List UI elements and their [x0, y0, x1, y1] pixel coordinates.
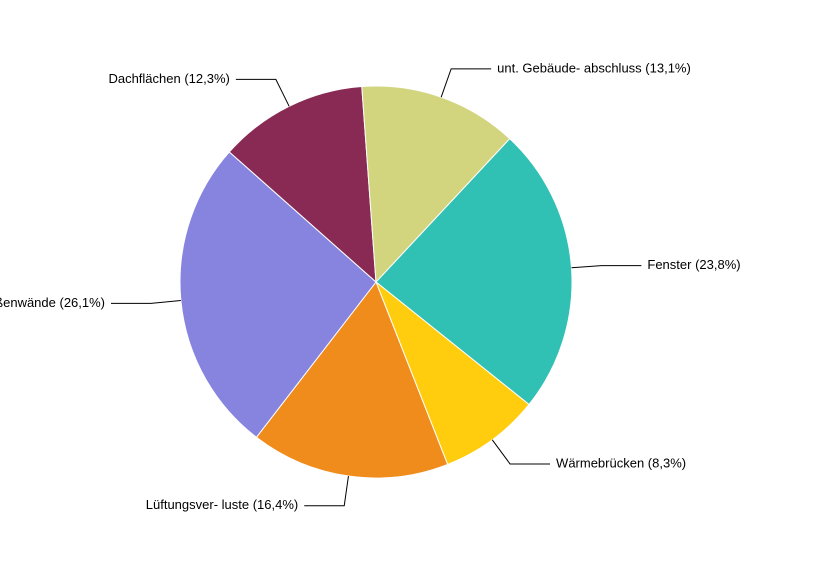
slice-label: Außenwände (26,1%): [0, 295, 105, 310]
heat-loss-pie-chart: Fenster (23,8%) Wärmebrücken (8,3%) Lüftun…: [0, 0, 814, 576]
leader-line: [304, 476, 348, 506]
slice-label: unt. Gebäude- abschluss (13,1%): [497, 60, 691, 75]
slice-label: Dachflächen (12,3%): [108, 71, 229, 86]
leader-line: [111, 301, 181, 304]
slice-label: Wärmebrücken (8,3%): [556, 455, 686, 470]
leader-line: [492, 440, 550, 464]
leader-line: [236, 79, 289, 106]
slice-label: Lüftungsver- luste (16,4%): [146, 497, 298, 512]
slice-label: Fenster (23,8%): [647, 257, 740, 272]
leader-line: [571, 266, 641, 268]
leader-line: [441, 69, 491, 97]
